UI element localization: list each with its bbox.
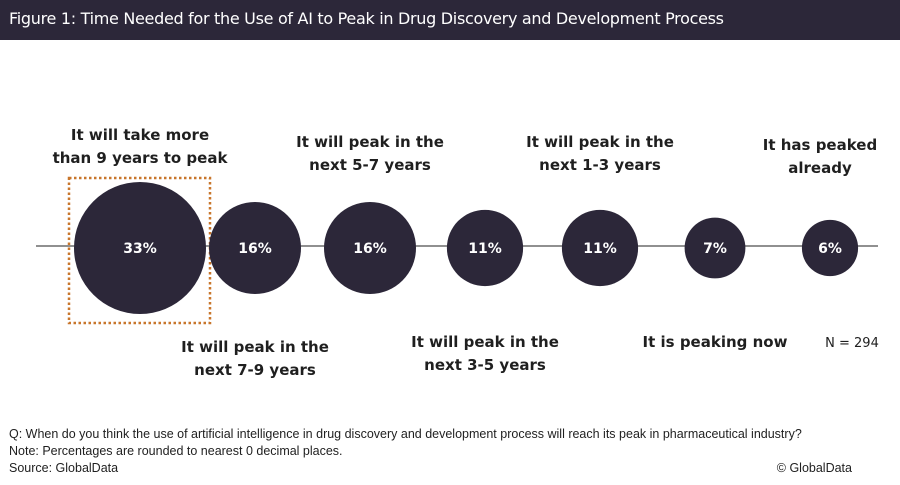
bubble-1 (74, 182, 206, 314)
figure-header: Figure 1: Time Needed for the Use of AI … (0, 0, 900, 40)
value-label: 16% (353, 241, 387, 257)
value-label: 16% (238, 241, 272, 257)
bubble-2 (209, 202, 301, 294)
copyright-label: © GlobalData (776, 461, 852, 475)
source-label: Source: GlobalData (9, 461, 119, 475)
category-label: next 5-7 years (309, 156, 431, 174)
bubble-4 (446, 209, 524, 287)
category-label: It will peak in the (411, 333, 559, 351)
category-label: It will peak in the (526, 133, 674, 151)
category-label: It has peaked (763, 136, 877, 154)
bubble-7 (801, 219, 859, 277)
category-label: next 7-9 years (194, 361, 316, 379)
category-label: next 3-5 years (424, 356, 546, 374)
bubble-3 (324, 202, 416, 294)
value-label: 11% (468, 241, 502, 257)
value-label: 11% (583, 241, 617, 257)
category-label: It is peaking now (643, 333, 788, 351)
survey-question: Q: When do you think the use of artifici… (9, 427, 802, 441)
value-label: 33% (123, 241, 157, 257)
highlight-box (67, 176, 212, 325)
sample-size-label: N = 294 (825, 336, 879, 351)
category-label: It will take more (71, 126, 209, 144)
rounding-note: Note: Percentages are rounded to nearest… (9, 444, 343, 458)
category-label: next 1-3 years (539, 156, 661, 174)
bubble-chart: 33% 16% 16% 11% 11% 7% 6% It will take more tha… (36, 126, 879, 379)
category-labels-group: It will take more than 9 years to peak It … (53, 126, 878, 379)
category-label: than 9 years to peak (53, 149, 229, 167)
category-label: already (788, 159, 852, 177)
figure-title: Figure 1: Time Needed for the Use of AI … (9, 9, 724, 28)
bubbles-group: 33% 16% 16% 11% 11% 7% 6% (74, 182, 859, 314)
category-label: It will peak in the (296, 133, 444, 151)
bubble-5 (561, 209, 639, 287)
value-label: 7% (703, 241, 727, 257)
value-label: 6% (818, 241, 842, 257)
bubble-6 (684, 217, 746, 279)
category-label: It will peak in the (181, 338, 329, 356)
